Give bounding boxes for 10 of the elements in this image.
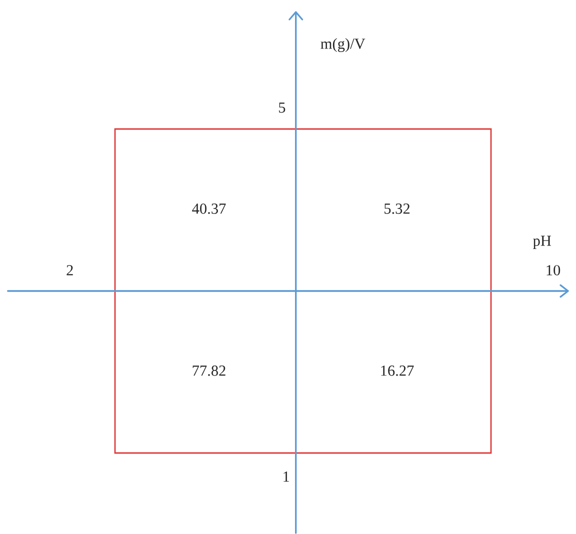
x-axis-title: pH [533,236,552,250]
data-label: 77.82 [192,366,226,376]
data-label: 5.32 [384,204,410,214]
y-tick-label: 1 [284,472,289,482]
y-axis-title: m(g)/V [320,38,366,52]
x-tick-label: 2 [66,265,73,276]
data-label: 40.37 [192,204,226,214]
y-tick-label: 5 [279,102,286,113]
x-tick-label: 10 [546,265,560,276]
data-label: 16.27 [381,366,414,376]
